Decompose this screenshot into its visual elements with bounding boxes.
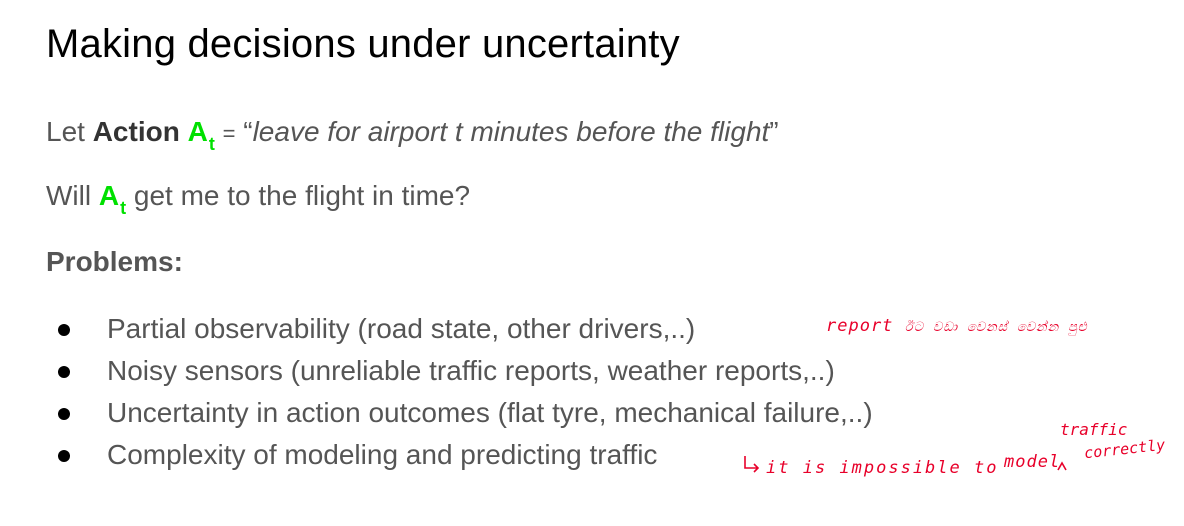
handwritten-note-correctly: correctly xyxy=(1083,435,1166,463)
action-definition: leave for airport t minutes before the f… xyxy=(252,116,770,147)
handwritten-note-traffic: traffic xyxy=(1060,420,1128,439)
question-line: Will At get me to the flight in time? xyxy=(46,180,471,218)
bullet-item: Partial observability (road state, other… xyxy=(107,313,696,344)
handwritten-arrow-icon xyxy=(744,456,760,473)
bullet-dot xyxy=(58,324,70,336)
quote-open: “ xyxy=(243,116,253,147)
action-line-prefix: Let xyxy=(46,116,93,147)
action-symbol: At xyxy=(187,116,215,154)
handwritten-note-impossible: it is impossible to xyxy=(766,458,999,478)
problems-heading: Problems: xyxy=(46,246,183,277)
bullet-dot xyxy=(58,366,70,378)
question-action-symbol: At xyxy=(98,180,127,218)
handwritten-note-model: model xyxy=(1004,452,1061,472)
slide-title: Making decisions under uncertainty xyxy=(46,22,680,66)
bullet-dot xyxy=(58,408,70,420)
handwritten-note-report: report ඊට වඩා වෙනස් වෙන්න පුළු xyxy=(826,316,1088,336)
bullet-item: Uncertainty in action outcomes (flat tyr… xyxy=(107,397,873,428)
question-suffix: get me to the flight in time? xyxy=(133,180,471,211)
action-word: Action xyxy=(92,116,180,147)
bullet-item: Noisy sensors (unreliable traffic report… xyxy=(107,355,835,386)
question-prefix: Will xyxy=(46,180,99,211)
action-definition-line: Let Action At = “leave for airport t min… xyxy=(46,116,779,154)
bullet-item: Complexity of modeling and predicting tr… xyxy=(107,439,658,470)
handwritten-caret-icon xyxy=(1057,461,1067,471)
bullet-dot xyxy=(58,450,70,462)
quote-close: ” xyxy=(769,116,779,147)
equals-sign: = xyxy=(222,121,236,146)
